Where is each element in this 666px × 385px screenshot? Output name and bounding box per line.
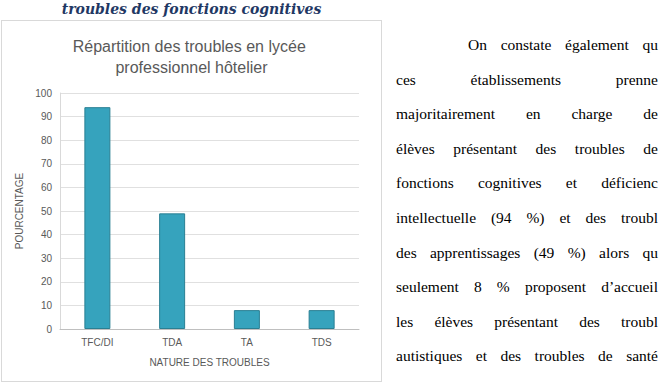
- svg-text:0: 0: [46, 324, 52, 335]
- svg-text:TA: TA: [241, 337, 253, 348]
- html-text:majoritairement en charge de: majoritairement en charge de: [396, 105, 658, 123]
- html-text:seulement 8 % proposent d’accu: seulement 8 % proposent d’accueil: [396, 278, 658, 296]
- svg-text:60: 60: [41, 182, 53, 193]
- svg-text:100: 100: [35, 88, 52, 99]
- html-text:ces établissements prenne: ces établissements prenne: [396, 70, 658, 88]
- html-text:élèves présentant des troubles: élèves présentant des troubles de: [396, 139, 658, 157]
- html-text:autistiques et des troubles de: autistiques et des troubles de santé: [396, 347, 658, 365]
- svg-text:TDS: TDS: [312, 337, 332, 348]
- svg-text:TDA: TDA: [162, 337, 182, 348]
- svg-text:80: 80: [41, 135, 53, 146]
- html-text:des apprentissages (49 %) alor: des apprentissages (49 %) alors qu: [396, 243, 658, 261]
- svg-text:TFC/DI: TFC/DI: [81, 337, 113, 348]
- svg-text:90: 90: [41, 111, 53, 122]
- svg-text:Répartition des troubles en ly: Répartition des troubles en lycée: [73, 38, 310, 55]
- html-text:troubles des fonctions cogniti: troubles des fonctions cognitives: [61, 1, 322, 17]
- svg-text:50: 50: [41, 206, 53, 217]
- svg-text:40: 40: [41, 229, 53, 240]
- svg-text:70: 70: [41, 158, 53, 169]
- html-text:intellectuelle (94 %) et des t: intellectuelle (94 %) et des troubl: [396, 209, 658, 226]
- svg-text:NATURE DES TROUBLES: NATURE DES TROUBLES: [149, 357, 270, 368]
- svg-text:professionnel hôtelier: professionnel hôtelier: [115, 59, 268, 76]
- svg-text:10: 10: [41, 300, 53, 311]
- svg-text:20: 20: [41, 276, 53, 287]
- svg-text:30: 30: [41, 253, 53, 264]
- svg-text:POURCENTAGE: POURCENTAGE: [14, 172, 25, 249]
- html-text:les élèves présentant des trou: les élèves présentant des troubl: [396, 312, 658, 330]
- html-text:On constate également qu: On constate également qu: [468, 36, 658, 53]
- html-text:fonctions cognitives et défici: fonctions cognitives et déficienc: [396, 174, 658, 192]
